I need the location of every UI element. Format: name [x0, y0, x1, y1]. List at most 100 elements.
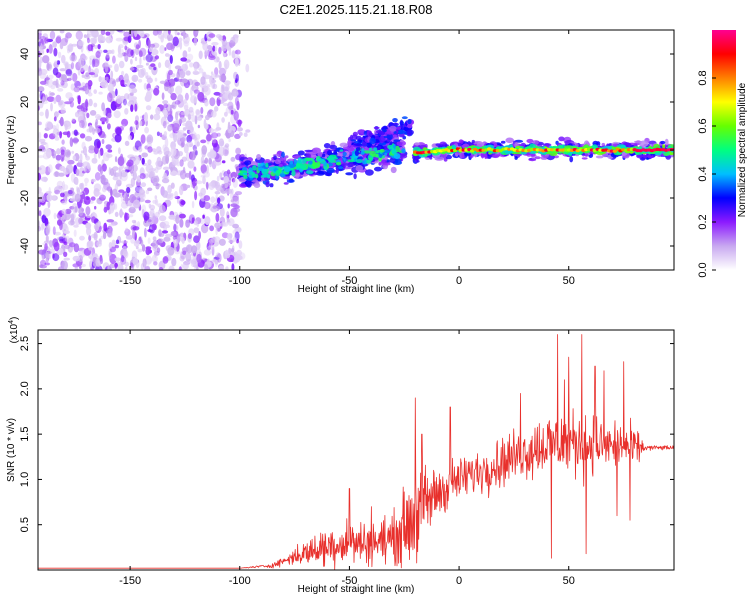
noise-cell — [114, 244, 120, 249]
noise-cell — [63, 230, 70, 235]
branch-cell — [378, 131, 386, 136]
noise-cell — [225, 266, 229, 270]
trace-cell — [365, 169, 374, 176]
noise-cell — [74, 193, 81, 203]
noise-cell — [88, 235, 92, 242]
noise-cell — [45, 142, 49, 153]
noise-cell — [189, 62, 194, 68]
noise-cell — [83, 34, 87, 38]
noise-cell — [204, 49, 210, 56]
noise-cell — [146, 134, 154, 145]
noise-cell — [45, 223, 51, 234]
noise-cell — [231, 178, 236, 183]
trace-cell — [369, 150, 376, 156]
branch-cell — [398, 129, 403, 133]
branch-cell — [355, 146, 361, 151]
noise-cell — [198, 68, 204, 74]
noise-cell — [162, 109, 168, 116]
noise-cell — [139, 56, 142, 65]
noise-cell — [112, 166, 119, 171]
noise-cell — [211, 139, 217, 144]
noise-cell — [208, 127, 214, 134]
noise-cell — [55, 154, 62, 161]
spectrogram-plot: -150 -100 -50 0 50 -40 -20 0 20 40 Height of stra… — [6, 29, 675, 295]
trace-cell — [569, 156, 574, 163]
noise-cell — [238, 132, 243, 136]
noise-cell — [188, 129, 195, 134]
noise-cell — [226, 233, 233, 240]
noise-cell — [63, 257, 70, 261]
noise-cell — [198, 50, 203, 60]
noise-cell — [211, 110, 217, 118]
noise-cell — [132, 229, 136, 239]
noise-cell — [206, 84, 211, 88]
trace-cell — [299, 158, 307, 164]
noise-cell — [139, 188, 145, 193]
noise-cell — [38, 220, 41, 230]
noise-cell — [174, 191, 178, 199]
noise-cell — [42, 96, 45, 103]
noise-cell — [91, 30, 99, 38]
noise-cell — [78, 255, 83, 263]
noise-cell — [84, 135, 93, 142]
noise-cell — [218, 60, 222, 70]
noise-cell — [230, 156, 236, 162]
trace-cell — [542, 143, 552, 147]
noise-cell — [157, 209, 161, 215]
noise-cell — [99, 35, 104, 41]
noise-cell — [55, 78, 59, 88]
noise-cell — [145, 105, 152, 111]
noise-cell — [156, 247, 161, 253]
noise-cell — [99, 257, 104, 265]
noise-cell — [190, 259, 196, 267]
trace-cell — [434, 156, 445, 161]
noise-cell — [91, 157, 98, 164]
trace-cell — [414, 142, 420, 146]
branch-cell — [392, 122, 399, 126]
trace-cell — [429, 156, 433, 160]
noise-cell — [105, 116, 109, 124]
noise-cell — [112, 176, 119, 181]
trace-cell — [412, 154, 420, 161]
noise-cell — [38, 172, 42, 181]
noise-cell — [50, 84, 56, 90]
noise-cell — [178, 213, 186, 219]
snr-series-line — [38, 334, 674, 570]
figure-title: C2E1.2025.115.21.18.R08 — [280, 2, 433, 17]
colorbar: 0.0 0.2 0.4 0.6 0.8 Normalized spectral ampl… — [697, 30, 748, 278]
noise-cell — [92, 38, 97, 45]
noise-cell — [56, 212, 62, 219]
y-tick-label: 1.0 — [19, 472, 31, 487]
noise-cell — [94, 127, 101, 133]
noise-cell — [148, 47, 154, 53]
noise-cell — [176, 162, 181, 167]
noise-cell — [100, 79, 109, 89]
noise-cell — [162, 256, 169, 264]
noise-cell — [100, 174, 105, 180]
noise-cell — [156, 131, 160, 137]
trace-cell — [283, 182, 289, 185]
noise-cell — [164, 82, 169, 92]
branch-cell — [353, 143, 362, 146]
trace-cell — [279, 173, 286, 178]
trace-cell — [246, 181, 252, 188]
noise-cell — [92, 58, 100, 68]
trace-cell — [257, 162, 261, 168]
noise-cell — [99, 166, 103, 176]
trace-cell — [442, 151, 446, 155]
noise-cell — [70, 218, 75, 226]
noise-cell — [38, 131, 42, 140]
noise-cell — [180, 134, 187, 143]
noise-cell — [49, 248, 56, 254]
noise-cell — [76, 162, 84, 168]
noise-cell — [59, 41, 64, 50]
noise-cell — [38, 165, 47, 175]
noise-cell — [136, 68, 140, 72]
trace-cell — [279, 157, 285, 162]
trace-cell — [451, 144, 456, 150]
noise-cell — [203, 74, 211, 80]
noise-cell — [77, 95, 81, 105]
noise-cell — [153, 87, 160, 96]
x-tick-label: 0 — [456, 275, 462, 287]
